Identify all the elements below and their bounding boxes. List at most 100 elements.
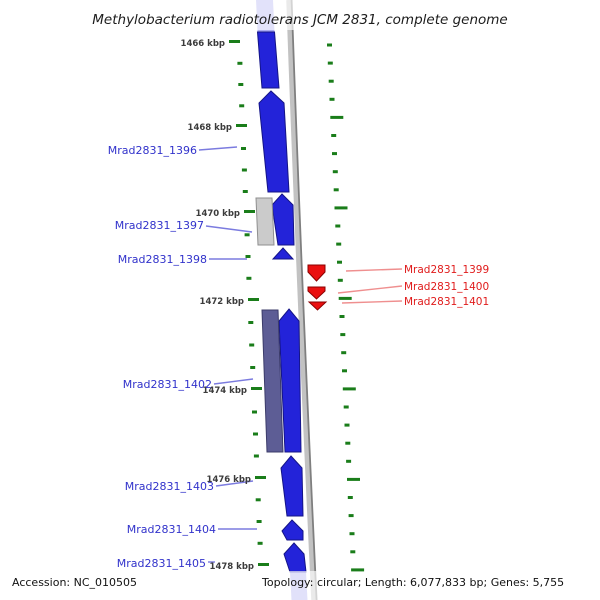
gene-glyph-forward-1470-region[interactable] [271,193,295,246]
gene-glyph-mrad2831-1401[interactable] [307,301,328,311]
gene-labels: Mrad2831_1396 Mrad2831_1397 Mrad2831_139… [108,144,489,570]
ruler-minor-tick-right [344,423,350,427]
footer-fade-band [0,571,600,600]
ruler-tick-1472 [248,298,259,301]
gene-glyph-mrad2831-1400[interactable] [307,286,326,300]
gene-glyph-mrad2831-1403[interactable] [280,455,304,517]
gene-label-mrad2831-1397[interactable]: Mrad2831_1397 [115,219,204,232]
gene-label-mrad2831-1405[interactable]: Mrad2831_1405 [117,557,206,570]
ruler-minor-tick-left [237,61,243,65]
ruler-minor-tick-left [249,343,255,347]
gene-glyph-mrad2831-1402-purple[interactable] [261,309,284,453]
gene-glyph-forward-partial-top[interactable] [256,31,280,89]
leader-mrad2831-1403 [215,480,254,487]
leader-mrad2831-1401 [341,300,403,304]
gene-glyph-mrad2831-1398[interactable] [271,247,295,260]
ruler-minor-tick-left [242,190,248,193]
ruler-label-1476: 1476 kbp [207,475,251,485]
gene-label-mrad2831-1404[interactable]: Mrad2831_1404 [127,523,216,536]
status-topology: Topology: circular; Length: 6,077,833 bp… [261,576,564,589]
leader-mrad2831-1402 [213,378,254,385]
ruler-label-1468: 1468 kbp [188,123,232,133]
ruler-minor-tick-left [241,147,246,150]
gene-label-mrad2831-1401[interactable]: Mrad2831_1401 [404,296,489,308]
leader-mrad2831-1396 [198,146,238,151]
reverse-gene-glyphs [307,264,328,311]
ruler-label-1472: 1472 kbp [200,297,244,307]
status-bar: Accession: NC_010505 Topology: circular;… [12,576,564,589]
ruler-minor-tick-left [248,321,254,324]
ruler-tick-1470 [244,210,255,213]
ruler-minor-tick-left [239,104,245,108]
ruler-minor-tick-right [333,188,339,192]
ruler-minor-tick-left [256,520,262,523]
ruler-tick-1476 [255,476,266,479]
ruler-label-1474: 1474 kbp [203,386,247,396]
ruler-minor-tick-right [350,550,356,554]
ruler-minor-tick-right [335,224,341,228]
ruler-minor-tick-left [238,83,244,86]
gene-glyph-mrad2831-1399[interactable] [307,264,326,282]
axis-shadow-edge [290,0,318,600]
ruler-minor-tick-left [253,432,258,436]
leader-mrad2831-1397 [205,225,253,233]
ruler-minor-tick-right [328,79,334,83]
ruler-tick-1468 [236,124,247,127]
gene-label-mrad2831-1399[interactable]: Mrad2831_1399 [404,264,489,276]
ruler-minor-tick-right [342,369,347,373]
genome-axis [286,0,318,600]
gene-glyph-mrad2831-1396[interactable] [258,90,290,193]
ruler-minor-tick-left [252,410,257,414]
gene-label-mrad2831-1400[interactable]: Mrad2831_1400 [404,281,489,293]
ruler-minor-tick-right [348,514,354,518]
ruler-minor-tick-left [244,233,250,237]
ruler-major-tick-right [351,568,365,572]
ruler-minor-tick-right [327,61,333,65]
ruler-minor-tick-right [347,496,353,499]
gene-glyph-forward-1473-region[interactable] [278,308,302,453]
ruler-minor-tick-left [255,498,261,502]
ruler-label-1478: 1478 kbp [210,562,254,572]
ruler-minor-tick-right [346,459,352,463]
ruler-minor-tick-right [329,97,335,101]
leader-mrad2831-1399 [345,268,403,272]
ruler-minor-tick-right [332,152,337,156]
gene-label-mrad2831-1398[interactable]: Mrad2831_1398 [118,253,207,266]
ruler-minor-tick-right [349,532,355,536]
ruler-minor-tick-left [245,255,251,258]
ruler-label-1466: 1466 kbp [181,39,225,49]
gene-glyph-mrad2831-1397-gray[interactable] [255,197,275,246]
ruler-major-ticks-left [229,40,269,566]
ruler-tick-1478 [258,563,269,566]
leader-mrad2831-1400 [337,285,403,294]
ruler-minor-tick-right [341,351,347,355]
gene-label-mrad2831-1403[interactable]: Mrad2831_1403 [125,480,214,493]
ruler-minor-ticks [237,43,365,572]
gene-label-mrad2831-1396[interactable]: Mrad2831_1396 [108,144,197,157]
ruler-major-tick-right [334,206,348,210]
ruler-minor-tick-right [343,405,349,409]
ruler-major-tick-right [330,115,344,119]
axis-line [286,0,317,600]
status-accession: Accession: NC_010505 [12,576,137,589]
ruler-minor-tick-right [340,333,346,337]
ruler-tick-1466 [229,40,240,43]
ruler-minor-tick-right [337,278,343,282]
gene-label-mrad2831-1402[interactable]: Mrad2831_1402 [123,378,212,391]
header-fade-band [0,0,600,30]
ruler-labels: 1466 kbp 1468 kbp 1470 kbp 1472 kbp 1474… [181,39,254,572]
ruler-label-1470: 1470 kbp [196,209,240,219]
ruler-minor-tick-right [331,134,337,137]
ruler-major-tick-right [342,387,356,391]
other-gene-glyphs [255,197,284,453]
genome-title: Methylobacterium radiotolerans JCM 2831,… [92,12,507,28]
gene-glyph-mrad2831-1405[interactable] [283,542,307,573]
ruler-minor-tick-left [253,454,259,458]
ruler-major-tick-right [338,296,352,300]
ruler-major-tick-right [347,477,360,481]
gene-glyph-mrad2831-1404[interactable] [281,519,304,541]
label-leader-lines [198,146,403,563]
ruler-minor-tick-left [250,366,256,369]
ruler-minor-tick-left [246,276,252,280]
